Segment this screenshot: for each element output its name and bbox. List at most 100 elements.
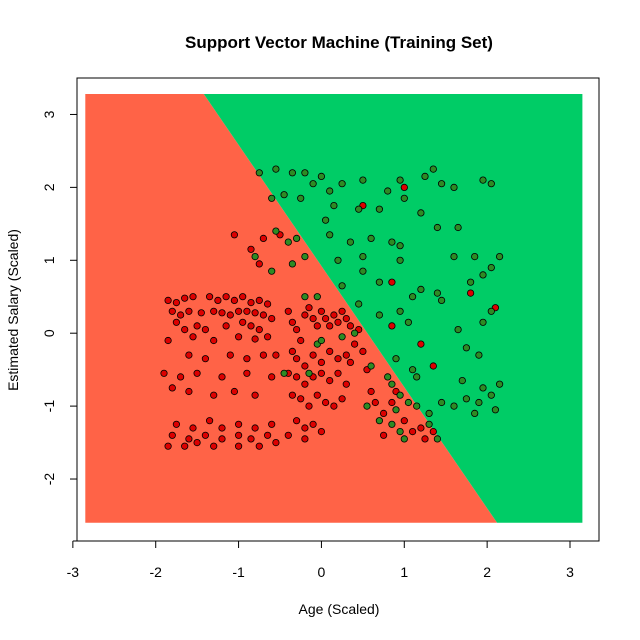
point-class-0 [309, 420, 317, 428]
point-class-0 [201, 325, 209, 334]
x-tick-label: -1 [232, 564, 245, 580]
point-class-1 [272, 227, 280, 235]
point-class-0 [201, 431, 209, 439]
point-class-0 [189, 293, 197, 301]
point-class-0 [189, 333, 197, 341]
point-class-0 [243, 369, 251, 377]
point-class-0 [301, 311, 309, 319]
point-class-1 [396, 307, 404, 315]
point-class-1 [396, 256, 404, 264]
point-class-1 [280, 369, 288, 377]
point-class-1 [413, 402, 421, 410]
point-class-0 [317, 427, 325, 436]
point-class-0 [284, 307, 292, 315]
point-class-1 [479, 384, 487, 392]
point-class-0 [400, 417, 408, 425]
point-class-0 [330, 402, 338, 410]
point-class-1 [425, 409, 433, 417]
point-class-0 [168, 307, 176, 315]
decision-regions [85, 94, 583, 523]
point-class-0 [255, 442, 263, 450]
x-tick-label: 3 [566, 564, 574, 580]
point-class-1 [305, 369, 313, 377]
point-class-0 [305, 402, 313, 410]
point-class-1 [454, 325, 462, 334]
point-class-0 [259, 234, 267, 242]
chart-title: Support Vector Machine (Training Set) [185, 33, 493, 52]
point-class-1 [280, 191, 288, 199]
point-class-0 [326, 322, 334, 330]
point-class-0 [466, 289, 475, 297]
point-class-1 [330, 202, 338, 210]
point-class-1 [404, 318, 412, 326]
point-class-0 [247, 322, 255, 330]
point-class-0 [210, 391, 218, 399]
point-class-0 [255, 325, 263, 334]
point-class-0 [189, 424, 197, 432]
point-class-0 [226, 311, 234, 319]
point-class-0 [309, 314, 317, 323]
point-class-1 [350, 329, 359, 337]
point-class-0 [288, 391, 296, 399]
point-class-1 [408, 293, 417, 301]
point-class-1 [425, 420, 433, 428]
point-class-0 [313, 322, 321, 330]
point-class-1 [408, 366, 417, 374]
point-class-0 [268, 373, 276, 381]
point-class-1 [375, 278, 383, 286]
point-class-0 [284, 431, 292, 439]
point-class-1 [317, 336, 325, 345]
point-class-0 [164, 336, 172, 345]
point-class-0 [334, 355, 342, 363]
point-class-1 [375, 311, 383, 319]
point-class-1 [487, 180, 495, 188]
point-class-0 [272, 351, 280, 359]
point-class-1 [479, 271, 487, 279]
x-tick-label: 2 [483, 564, 491, 580]
point-class-0 [239, 293, 247, 301]
x-tick-label: 1 [400, 564, 408, 580]
point-class-0 [181, 442, 189, 450]
point-class-1 [301, 293, 309, 301]
point-class-1 [487, 263, 495, 272]
point-class-0 [429, 362, 437, 370]
point-class-1 [388, 380, 396, 388]
point-class-0 [210, 336, 218, 345]
point-class-0 [251, 335, 259, 343]
point-class-1 [338, 282, 346, 290]
point-class-0 [292, 373, 301, 381]
point-class-0 [230, 387, 238, 396]
point-class-1 [487, 391, 495, 399]
point-class-0 [193, 322, 201, 330]
point-class-1 [475, 398, 483, 407]
point-class-0 [177, 311, 185, 319]
x-axis: -3 -2 -1 0 1 2 3 [67, 540, 574, 580]
point-class-1 [384, 373, 392, 381]
point-class-0 [255, 296, 263, 304]
point-class-1 [355, 205, 363, 213]
point-class-1 [437, 398, 446, 407]
point-class-0 [297, 395, 305, 403]
point-class-1 [388, 238, 396, 246]
point-class-1 [433, 289, 441, 297]
point-class-1 [384, 187, 392, 195]
point-class-1 [466, 278, 475, 286]
point-class-0 [317, 369, 325, 377]
y-tick-label: -2 [41, 473, 57, 486]
point-class-0 [342, 380, 350, 388]
point-class-0 [321, 314, 330, 323]
point-class-0 [193, 438, 201, 447]
point-class-0 [292, 355, 301, 363]
point-class-0 [226, 351, 234, 359]
point-class-0 [255, 260, 263, 268]
point-class-0 [263, 300, 272, 308]
point-class-1 [471, 253, 479, 261]
point-class-0 [338, 395, 346, 403]
point-class-0 [288, 347, 296, 355]
point-class-0 [313, 391, 321, 399]
point-class-1 [297, 194, 305, 202]
point-class-0 [164, 442, 172, 450]
point-class-1 [288, 169, 296, 177]
point-class-1 [450, 253, 458, 261]
point-class-0 [185, 307, 193, 315]
